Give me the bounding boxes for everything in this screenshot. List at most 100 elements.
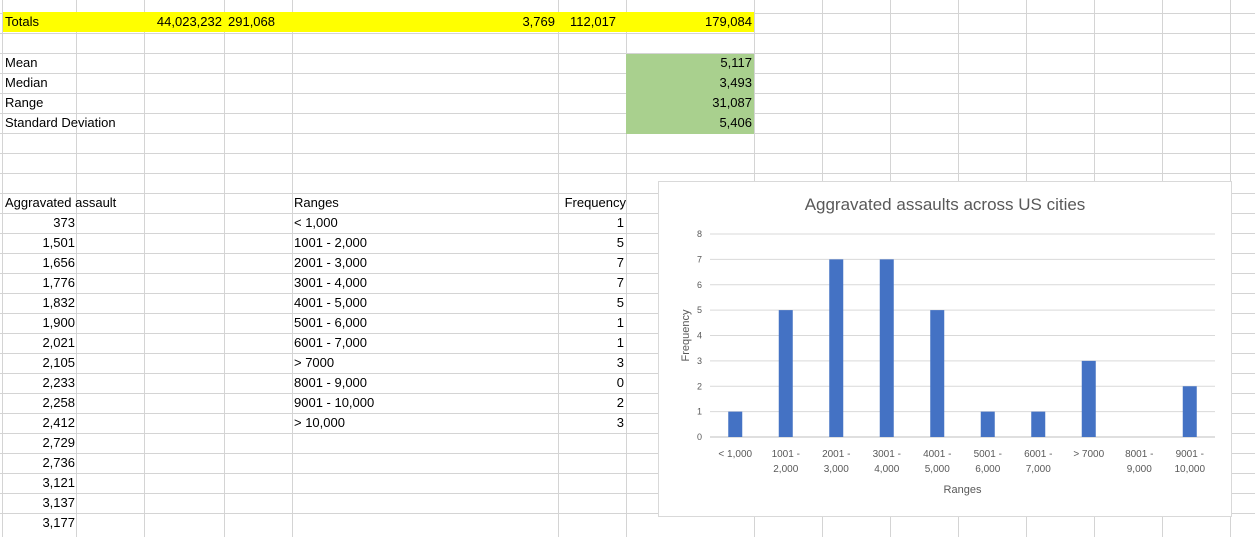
column-gridline bbox=[224, 0, 225, 537]
range-label[interactable]: > 7000 bbox=[294, 355, 335, 370]
assault-value[interactable]: 2,258 bbox=[42, 395, 75, 410]
range-label[interactable]: 3001 - 4,000 bbox=[294, 275, 368, 290]
range-label[interactable]: 9001 - 10,000 bbox=[294, 395, 375, 410]
chart-svg: Aggravated assaults across US cities 0 1 2 3… bbox=[680, 195, 1215, 496]
frequency-value[interactable]: 1 bbox=[616, 215, 624, 230]
frequency-value[interactable]: 7 bbox=[616, 255, 624, 270]
stat-value[interactable]: 31,087 bbox=[712, 95, 752, 110]
frequency-value[interactable]: 2 bbox=[616, 395, 624, 410]
column-gridline bbox=[292, 0, 293, 537]
bar bbox=[1182, 386, 1197, 437]
frequency-value[interactable]: 3 bbox=[616, 355, 624, 370]
bar bbox=[728, 411, 743, 437]
range-label[interactable]: 1001 - 2,000 bbox=[294, 235, 368, 250]
assault-value[interactable]: 3,121 bbox=[42, 475, 75, 490]
bar bbox=[980, 411, 995, 437]
x-axis-title: Ranges bbox=[944, 484, 982, 496]
frequency-value[interactable]: 3 bbox=[616, 415, 624, 430]
column-header[interactable]: Frequency bbox=[564, 195, 626, 210]
column-gridline bbox=[144, 0, 145, 537]
frequency-value[interactable]: 1 bbox=[616, 315, 624, 330]
assault-value[interactable]: 1,900 bbox=[42, 315, 75, 330]
y-tick-label: 5 bbox=[697, 305, 702, 315]
x-tick-label: 10,000 bbox=[1174, 464, 1205, 475]
x-tick-label: 3001 - bbox=[873, 449, 901, 460]
x-tick-label: > 7000 bbox=[1073, 449, 1104, 460]
assault-value[interactable]: 1,776 bbox=[42, 275, 75, 290]
x-tick-label: 7,000 bbox=[1026, 464, 1051, 475]
range-label[interactable]: 2001 - 3,000 bbox=[294, 255, 368, 270]
assault-value[interactable]: 1,832 bbox=[42, 295, 75, 310]
y-tick-label: 6 bbox=[697, 280, 702, 290]
y-tick-label: 2 bbox=[697, 381, 702, 391]
y-axis-title: Frequency bbox=[680, 309, 692, 361]
column-header[interactable]: Aggravated assault bbox=[5, 195, 117, 210]
stat-label[interactable]: Range bbox=[5, 95, 44, 110]
bar bbox=[778, 310, 793, 437]
x-tick-label: 3,000 bbox=[824, 464, 849, 475]
bar bbox=[1081, 360, 1096, 437]
assault-value[interactable]: 373 bbox=[53, 215, 75, 230]
assault-value[interactable]: 2,412 bbox=[42, 415, 75, 430]
range-label[interactable]: > 10,000 bbox=[294, 415, 345, 430]
range-label[interactable]: 5001 - 6,000 bbox=[294, 315, 368, 330]
stat-value[interactable]: 5,406 bbox=[719, 115, 752, 130]
y-tick-label: 1 bbox=[697, 407, 702, 417]
bar bbox=[1031, 411, 1046, 437]
frequency-value[interactable]: 5 bbox=[616, 235, 624, 250]
frequency-value[interactable]: 7 bbox=[616, 275, 624, 290]
frequency-value[interactable]: 0 bbox=[616, 375, 624, 390]
y-tick-label: 7 bbox=[697, 254, 702, 264]
stat-label[interactable]: Median bbox=[5, 75, 48, 90]
x-tick-label: 9,000 bbox=[1127, 464, 1152, 475]
totals-value[interactable]: 112,017 bbox=[570, 14, 617, 29]
x-tick-label: 6001 - bbox=[1024, 449, 1052, 460]
totals-value[interactable]: 44,023,232 bbox=[156, 14, 222, 29]
chart-title: Aggravated assaults across US cities bbox=[805, 195, 1086, 214]
range-label[interactable]: 8001 - 9,000 bbox=[294, 375, 368, 390]
x-tick-label: 2,000 bbox=[773, 464, 798, 475]
totals-value[interactable]: 3,769 bbox=[522, 14, 555, 29]
y-tick-label: 0 bbox=[697, 432, 702, 442]
stat-value[interactable]: 3,493 bbox=[719, 75, 752, 90]
totals-row-fill bbox=[3, 12, 754, 32]
x-tick-label: 8001 - bbox=[1125, 449, 1153, 460]
stat-value[interactable]: 5,117 bbox=[720, 55, 752, 70]
x-tick-label: 4001 - bbox=[923, 449, 951, 460]
totals-label[interactable]: Totals bbox=[5, 14, 39, 29]
column-gridline bbox=[2, 0, 3, 537]
range-label[interactable]: 6001 - 7,000 bbox=[294, 335, 368, 350]
frequency-value[interactable]: 1 bbox=[616, 335, 624, 350]
x-tick-label: 5001 - bbox=[974, 449, 1002, 460]
assault-value[interactable]: 2,021 bbox=[42, 335, 75, 350]
column-gridline bbox=[76, 0, 77, 537]
x-tick-label: 9001 - bbox=[1176, 449, 1204, 460]
assault-value[interactable]: 2,105 bbox=[42, 355, 75, 370]
column-gridline bbox=[558, 0, 559, 537]
stat-label[interactable]: Standard Deviation bbox=[5, 115, 116, 130]
assault-value[interactable]: 1,501 bbox=[42, 235, 75, 250]
assault-value[interactable]: 2,736 bbox=[42, 455, 75, 470]
assault-value[interactable]: 2,729 bbox=[42, 435, 75, 450]
totals-value[interactable]: 291,068 bbox=[228, 14, 275, 29]
bar bbox=[829, 259, 844, 437]
bar bbox=[879, 259, 894, 437]
column-header[interactable]: Ranges bbox=[294, 195, 339, 210]
y-tick-label: 8 bbox=[697, 229, 702, 239]
range-label[interactable]: 4001 - 5,000 bbox=[294, 295, 368, 310]
frequency-value[interactable]: 5 bbox=[616, 295, 624, 310]
x-tick-label: 6,000 bbox=[975, 464, 1000, 475]
assault-value[interactable]: 1,656 bbox=[42, 255, 75, 270]
x-tick-label: < 1,000 bbox=[718, 449, 752, 460]
stats-fill bbox=[626, 54, 754, 134]
assault-value[interactable]: 3,177 bbox=[42, 515, 75, 530]
assault-value[interactable]: 2,233 bbox=[42, 375, 75, 390]
histogram-chart[interactable]: Aggravated assaults across US cities 0 1 2 3… bbox=[658, 181, 1232, 517]
stat-label[interactable]: Mean bbox=[5, 55, 38, 70]
y-tick-label: 4 bbox=[697, 331, 702, 341]
range-label[interactable]: < 1,000 bbox=[294, 215, 338, 230]
bar bbox=[930, 310, 945, 437]
assault-value[interactable]: 3,137 bbox=[42, 495, 75, 510]
totals-value[interactable]: 179,084 bbox=[705, 14, 752, 29]
x-tick-label: 2001 - bbox=[822, 449, 850, 460]
